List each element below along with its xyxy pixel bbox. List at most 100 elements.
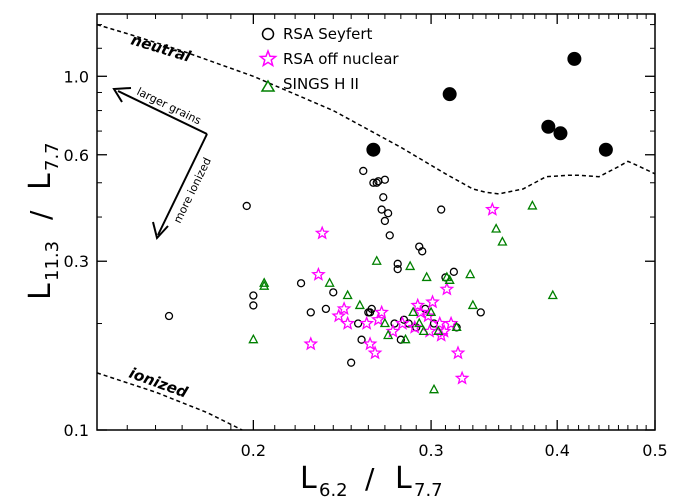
x-axis-title-main2: L: [395, 461, 412, 496]
seyfert-point: [385, 231, 394, 240]
y-axis-title: L 11.3 / L 7.7: [23, 142, 63, 300]
seyfert-point: [164, 311, 174, 321]
off-nuclear-point: [443, 315, 459, 330]
sings-point: [497, 236, 508, 246]
off-nuclear-point: [336, 301, 352, 316]
x-axis-title-sub1: 6.2: [319, 480, 348, 501]
larger-grains-arrowhead: [112, 87, 132, 103]
off-nuclear-point: [385, 323, 401, 338]
sings-point: [527, 200, 538, 210]
seyfert-point: [353, 319, 363, 328]
off-nuclear-point: [311, 266, 326, 281]
sings-point: [248, 333, 259, 344]
sings-point: [467, 299, 478, 310]
y-axis-title-main: L: [23, 283, 58, 300]
seyfert-point: [369, 178, 378, 187]
off-nuclear-point: [420, 308, 436, 323]
y-axis-title-main2: L: [23, 173, 58, 190]
plot-frame: [96, 13, 656, 431]
sings-point: [354, 299, 365, 310]
legend-label-off-nuclear: RSA off nuclear: [283, 50, 399, 68]
off-nuclear-point: [362, 336, 378, 351]
off-nuclear-point: [314, 225, 330, 240]
sings-point: [451, 321, 462, 332]
y-axis-title-sep: /: [24, 210, 57, 220]
seyfert-point: [476, 308, 485, 317]
ionized-curve-label: ionized: [127, 364, 191, 402]
x-axis-title-main: L: [300, 461, 317, 496]
sings-point: [428, 383, 440, 394]
x-tick-label: 0.3: [418, 441, 443, 460]
y-tick-label: 0.6: [64, 146, 89, 165]
filled-point: [442, 87, 457, 102]
data-points: [164, 51, 613, 394]
axis-ticks: 0.2 0.3 0.4 0.5 0.1 0.3 0.6 1.0: [64, 14, 668, 460]
reference-curves: [96, 23, 656, 431]
sings-point: [444, 274, 455, 284]
legend-marker-seyfert: [261, 27, 275, 41]
seyfert-point: [296, 279, 306, 288]
sings-point: [414, 317, 425, 328]
seyfert-point: [377, 205, 386, 214]
sings-point: [400, 333, 411, 344]
seyfert-point: [321, 304, 331, 314]
seyfert-point: [429, 319, 439, 328]
x-tick-label: 0.2: [241, 441, 266, 460]
sings-point: [383, 329, 394, 340]
off-nuclear-point: [433, 327, 449, 342]
seyfert-point: [242, 201, 251, 211]
direction-arrows: larger grains more ionized: [112, 85, 214, 241]
off-nuclear-point: [359, 315, 375, 330]
sings-point: [433, 325, 444, 336]
seyfert-point: [367, 304, 376, 314]
sings-point: [324, 277, 335, 287]
off-nuclear-point: [484, 201, 500, 216]
seyfert-point: [393, 264, 402, 274]
sings-point: [465, 268, 476, 279]
off-nuclear-point: [303, 336, 319, 351]
sings-point: [259, 277, 270, 287]
more-ionized-arrow: [157, 133, 208, 236]
off-nuclear-point: [331, 308, 347, 323]
filled-point: [366, 142, 381, 157]
neutral-curve-label: neutral: [129, 31, 194, 66]
sings-point: [547, 289, 558, 300]
ionized-curve: [96, 372, 243, 431]
seyfert-point: [372, 178, 381, 187]
x-axis-title: L 6.2 / L 7.7: [300, 461, 443, 501]
x-axis-title-sep: /: [365, 462, 375, 495]
sings-point: [408, 306, 419, 317]
x-axis-title-sub2: 7.7: [414, 480, 443, 501]
y-tick-label: 1.0: [64, 67, 89, 86]
seyfert-point: [379, 193, 388, 202]
seyfert-point: [418, 247, 427, 256]
off-nuclear-point: [454, 370, 470, 385]
seyfert-point: [449, 267, 459, 276]
filled-point: [567, 51, 582, 66]
y-axis-title-sub1: 11.3: [42, 241, 63, 281]
off-nuclear-point: [432, 315, 448, 330]
sings-point: [259, 280, 270, 290]
seyfert-point: [437, 205, 446, 214]
neutral-curve: [96, 23, 656, 195]
off-nuclear-point: [395, 315, 410, 330]
off-nuclear-point: [413, 304, 429, 319]
x-tick-label: 0.5: [642, 441, 667, 460]
seyfert-point: [249, 291, 258, 300]
seyfert-point: [306, 308, 315, 317]
off-nuclear-point: [425, 294, 440, 309]
y-tick-label: 0.1: [64, 421, 89, 440]
seyfert-point: [329, 288, 338, 297]
off-nuclear-point: [374, 304, 390, 319]
off-nuclear-point: [450, 345, 466, 360]
legend-marker-sings: [260, 79, 276, 92]
filled-point: [553, 126, 568, 141]
seyfert-point: [347, 358, 356, 367]
sings-point: [491, 223, 502, 233]
x-tick-label: 0.4: [544, 441, 569, 460]
seyfert-point: [359, 166, 368, 176]
seyfert-point: [380, 216, 390, 226]
sings-point: [405, 260, 416, 271]
filled-point: [598, 142, 613, 157]
